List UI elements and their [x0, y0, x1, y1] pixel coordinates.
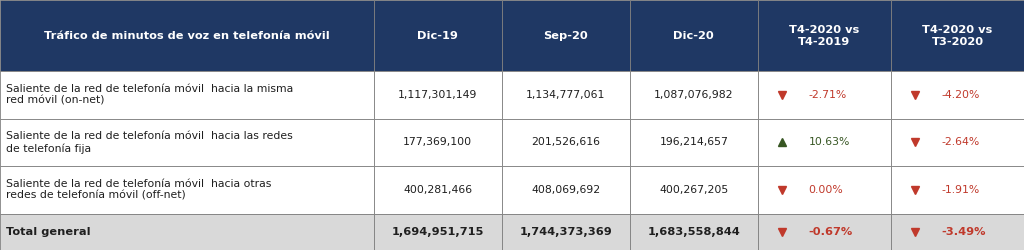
- Bar: [0, 119, 374, 166]
- Bar: [374, 119, 502, 166]
- Bar: [502, 214, 630, 250]
- Text: -2.64%: -2.64%: [941, 138, 980, 147]
- Text: 1,087,076,982: 1,087,076,982: [654, 90, 733, 100]
- Bar: [0, 71, 374, 119]
- Text: Saliente de la red de telefonía móvil  hacia la misma
red móvil (on-net): Saliente de la red de telefonía móvil ha…: [6, 84, 294, 106]
- Text: 201,526,616: 201,526,616: [531, 138, 600, 147]
- Bar: [891, 0, 1024, 71]
- Text: 1,683,558,844: 1,683,558,844: [647, 227, 740, 237]
- Text: Saliente de la red de telefonía móvil  hacia las redes
de telefonía fija: Saliente de la red de telefonía móvil ha…: [6, 131, 293, 154]
- Text: 1,744,373,369: 1,744,373,369: [519, 227, 612, 237]
- Text: 408,069,692: 408,069,692: [531, 185, 600, 195]
- Bar: [502, 119, 630, 166]
- Bar: [891, 166, 1024, 214]
- Bar: [502, 71, 630, 119]
- Text: 0.00%: 0.00%: [808, 185, 843, 195]
- Bar: [630, 214, 758, 250]
- Text: T4-2020 vs
T4-2019: T4-2020 vs T4-2019: [790, 25, 859, 46]
- Text: 1,694,951,715: 1,694,951,715: [391, 227, 484, 237]
- Bar: [758, 71, 891, 119]
- Bar: [630, 0, 758, 71]
- Text: Total general: Total general: [6, 227, 91, 237]
- Bar: [502, 166, 630, 214]
- Text: -3.49%: -3.49%: [941, 227, 986, 237]
- Text: 196,214,657: 196,214,657: [659, 138, 728, 147]
- Bar: [0, 166, 374, 214]
- Bar: [374, 71, 502, 119]
- Text: -0.67%: -0.67%: [808, 227, 853, 237]
- Bar: [891, 71, 1024, 119]
- Bar: [502, 0, 630, 71]
- Bar: [758, 214, 891, 250]
- Bar: [630, 119, 758, 166]
- Text: -1.91%: -1.91%: [941, 185, 980, 195]
- Bar: [630, 166, 758, 214]
- Bar: [374, 166, 502, 214]
- Text: Saliente de la red de telefonía móvil  hacia otras
redes de telefonía móvil (off: Saliente de la red de telefonía móvil ha…: [6, 179, 271, 201]
- Bar: [630, 71, 758, 119]
- Text: 10.63%: 10.63%: [808, 138, 850, 147]
- Text: 400,267,205: 400,267,205: [659, 185, 728, 195]
- Bar: [758, 0, 891, 71]
- Text: Sep-20: Sep-20: [544, 30, 588, 40]
- Bar: [0, 214, 374, 250]
- Text: Dic-20: Dic-20: [674, 30, 714, 40]
- Text: 177,369,100: 177,369,100: [403, 138, 472, 147]
- Text: 400,281,466: 400,281,466: [403, 185, 472, 195]
- Text: 1,134,777,061: 1,134,777,061: [526, 90, 605, 100]
- Text: 1,117,301,149: 1,117,301,149: [398, 90, 477, 100]
- Text: Tráfico de minutos de voz en telefonía móvil: Tráfico de minutos de voz en telefonía m…: [44, 30, 330, 40]
- Bar: [891, 214, 1024, 250]
- Bar: [758, 166, 891, 214]
- Text: -4.20%: -4.20%: [941, 90, 980, 100]
- Bar: [0, 0, 374, 71]
- Bar: [758, 119, 891, 166]
- Text: Dic-19: Dic-19: [418, 30, 458, 40]
- Text: T4-2020 vs
T3-2020: T4-2020 vs T3-2020: [923, 25, 992, 46]
- Bar: [374, 0, 502, 71]
- Bar: [891, 119, 1024, 166]
- Text: -2.71%: -2.71%: [808, 90, 847, 100]
- Bar: [374, 214, 502, 250]
